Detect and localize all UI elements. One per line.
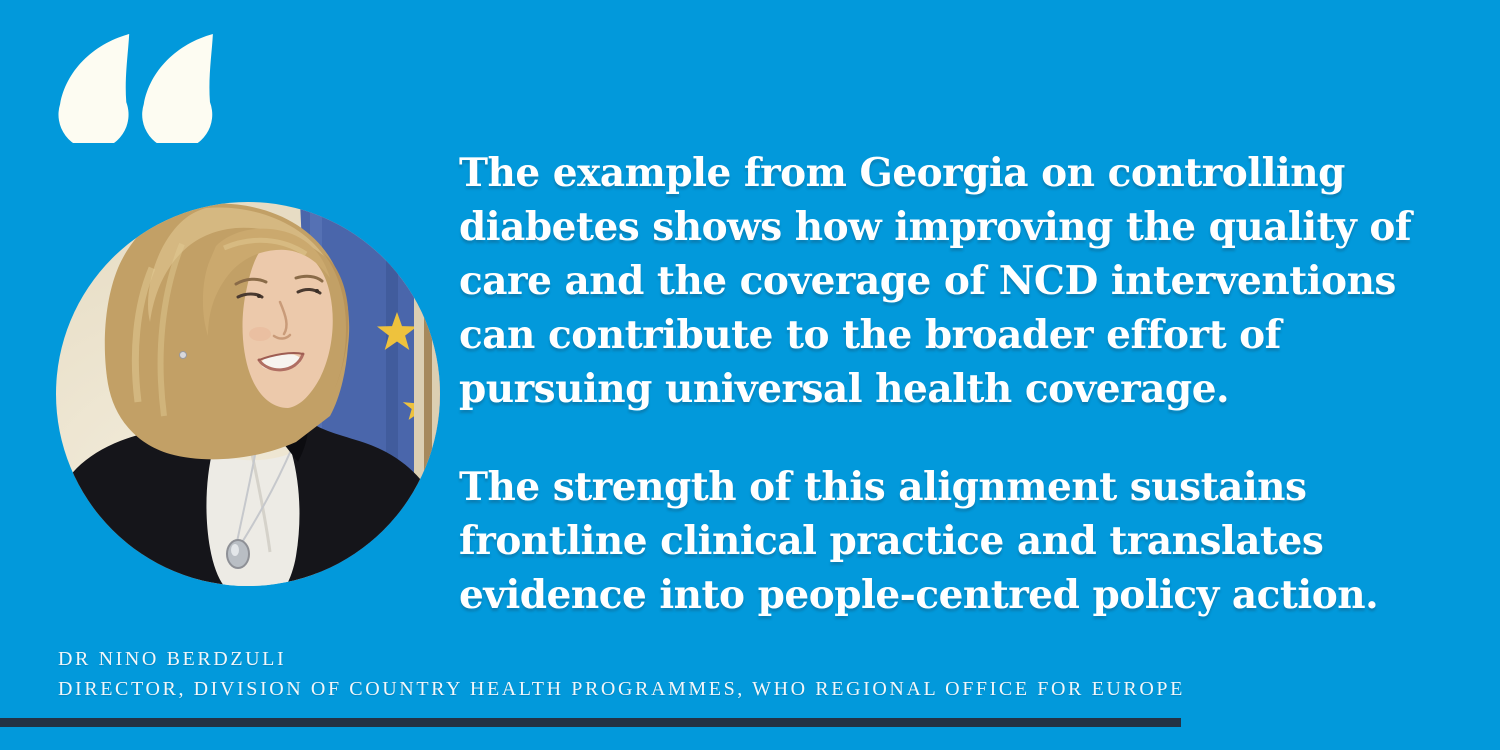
quote-paragraph-2: The strength of this alignment sustains … [459, 460, 1469, 622]
bottom-accent-bar [0, 718, 1181, 727]
opening-double-quote-icon [58, 34, 213, 143]
quote-line: can contribute to the broader effort of [459, 312, 1281, 358]
quote-line: care and the coverage of NCD interventio… [459, 258, 1396, 304]
quote-line: pursuing universal health coverage. [459, 366, 1230, 412]
pendant [226, 539, 250, 569]
portrait-photo [56, 202, 440, 586]
hair-bangs [202, 228, 330, 336]
quote-line: The strength of this alignment sustains [459, 464, 1307, 510]
necklace-chain [236, 447, 293, 545]
quote-text: The example from Georgia on controlling … [459, 146, 1469, 666]
quote-paragraph-1: The example from Georgia on controlling … [459, 146, 1469, 416]
attribution-name: DR NINO BERDZULI [58, 648, 287, 670]
attribution-role: DIRECTOR, DIVISION OF COUNTRY HEALTH PRO… [58, 678, 1185, 700]
attribution: DR NINO BERDZULI DIRECTOR, DIVISION OF C… [58, 644, 1185, 704]
quote-line: evidence into people-centred policy acti… [459, 572, 1379, 618]
earring [179, 351, 187, 359]
quote-line: frontline clinical practice and translat… [459, 518, 1324, 564]
quote-line: diabetes shows how improving the quality… [459, 204, 1412, 250]
quote-line: The example from Georgia on controlling [459, 150, 1345, 196]
flag-star-icon [377, 312, 417, 350]
